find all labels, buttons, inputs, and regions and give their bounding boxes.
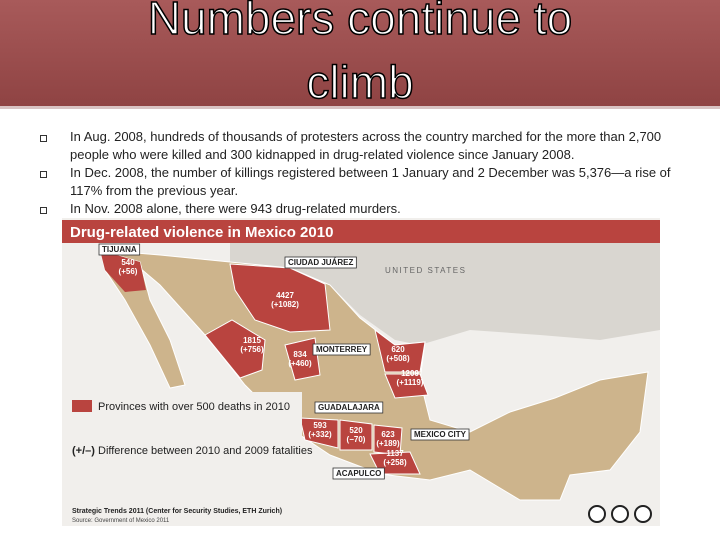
us-land bbox=[230, 243, 660, 345]
city-box bbox=[284, 256, 357, 269]
region-change: (+332) bbox=[308, 430, 332, 439]
bullet: In Aug. 2008, hundreds of thousands of p… bbox=[40, 128, 680, 164]
region-deaths: 1137 bbox=[386, 449, 404, 458]
region-deaths: 520 bbox=[349, 426, 363, 435]
region-change: (+756) bbox=[240, 345, 264, 354]
city-box bbox=[332, 467, 385, 480]
region-change: (+508) bbox=[386, 354, 410, 363]
legend-key: (+/–) bbox=[72, 445, 95, 457]
map-header bbox=[62, 220, 660, 243]
map-title: Drug-related violence in Mexico 2010 bbox=[70, 224, 333, 241]
city-label: MEXICO CITY bbox=[414, 430, 467, 439]
country-label: UNITED STATES bbox=[385, 266, 466, 275]
bullet: In Nov. 2008 alone, there were 943 drug-… bbox=[40, 200, 680, 218]
region-deaths: 834 bbox=[293, 350, 307, 359]
region-change: (+1119) bbox=[397, 378, 424, 387]
region-deaths: 1209 bbox=[401, 369, 419, 378]
credit: Strategic Trends 2011 (Center for Securi… bbox=[72, 508, 282, 515]
red-province bbox=[299, 417, 339, 449]
city-label: CIUDAD JUÁREZ bbox=[288, 258, 353, 267]
cc-icons bbox=[588, 505, 652, 523]
bullet: In Dec. 2008, the number of killings reg… bbox=[40, 164, 680, 200]
region-deaths: 1815 bbox=[243, 336, 261, 345]
red-province bbox=[339, 419, 373, 451]
city-label: GUADALAJARA bbox=[318, 403, 380, 412]
red-province bbox=[229, 263, 331, 333]
region-deaths: 540 bbox=[121, 258, 135, 267]
red-province bbox=[100, 250, 146, 292]
region-change: (+1082) bbox=[271, 300, 299, 309]
bullet-list: In Aug. 2008, hundreds of thousands of p… bbox=[40, 128, 680, 218]
region-change: (−70) bbox=[347, 435, 366, 444]
credit: Source: Government of Mexico 2011 bbox=[72, 518, 170, 524]
red-province bbox=[204, 319, 266, 379]
legend-text: Provinces with over 500 deaths in 2010 bbox=[98, 401, 290, 413]
red-province bbox=[284, 337, 321, 381]
city-box bbox=[98, 243, 141, 256]
city-label: MONTERREY bbox=[316, 345, 368, 354]
region-deaths: 623 bbox=[381, 430, 395, 439]
legend-swatch bbox=[72, 400, 92, 412]
city-label: ACAPULCO bbox=[336, 469, 381, 478]
region-change: (+56) bbox=[119, 267, 138, 276]
red-province bbox=[374, 328, 426, 373]
legend-text: Difference between 2010 and 2009 fatalit… bbox=[98, 445, 313, 457]
city-box bbox=[314, 401, 384, 414]
slide-title: Numbers continue to climb bbox=[147, 0, 573, 109]
region-deaths: 593 bbox=[313, 421, 327, 430]
region-deaths: 4427 bbox=[276, 291, 294, 300]
region-deaths: 620 bbox=[391, 345, 405, 354]
region-change: (+460) bbox=[288, 359, 312, 368]
city-label: TIJUANA bbox=[102, 245, 137, 254]
region-change: (+189) bbox=[376, 439, 400, 448]
red-province bbox=[384, 373, 429, 399]
region-change: (+258) bbox=[383, 458, 407, 467]
city-box bbox=[312, 343, 371, 356]
title-banner bbox=[0, 0, 720, 109]
city-box bbox=[410, 428, 470, 441]
legend-box bbox=[66, 392, 302, 474]
